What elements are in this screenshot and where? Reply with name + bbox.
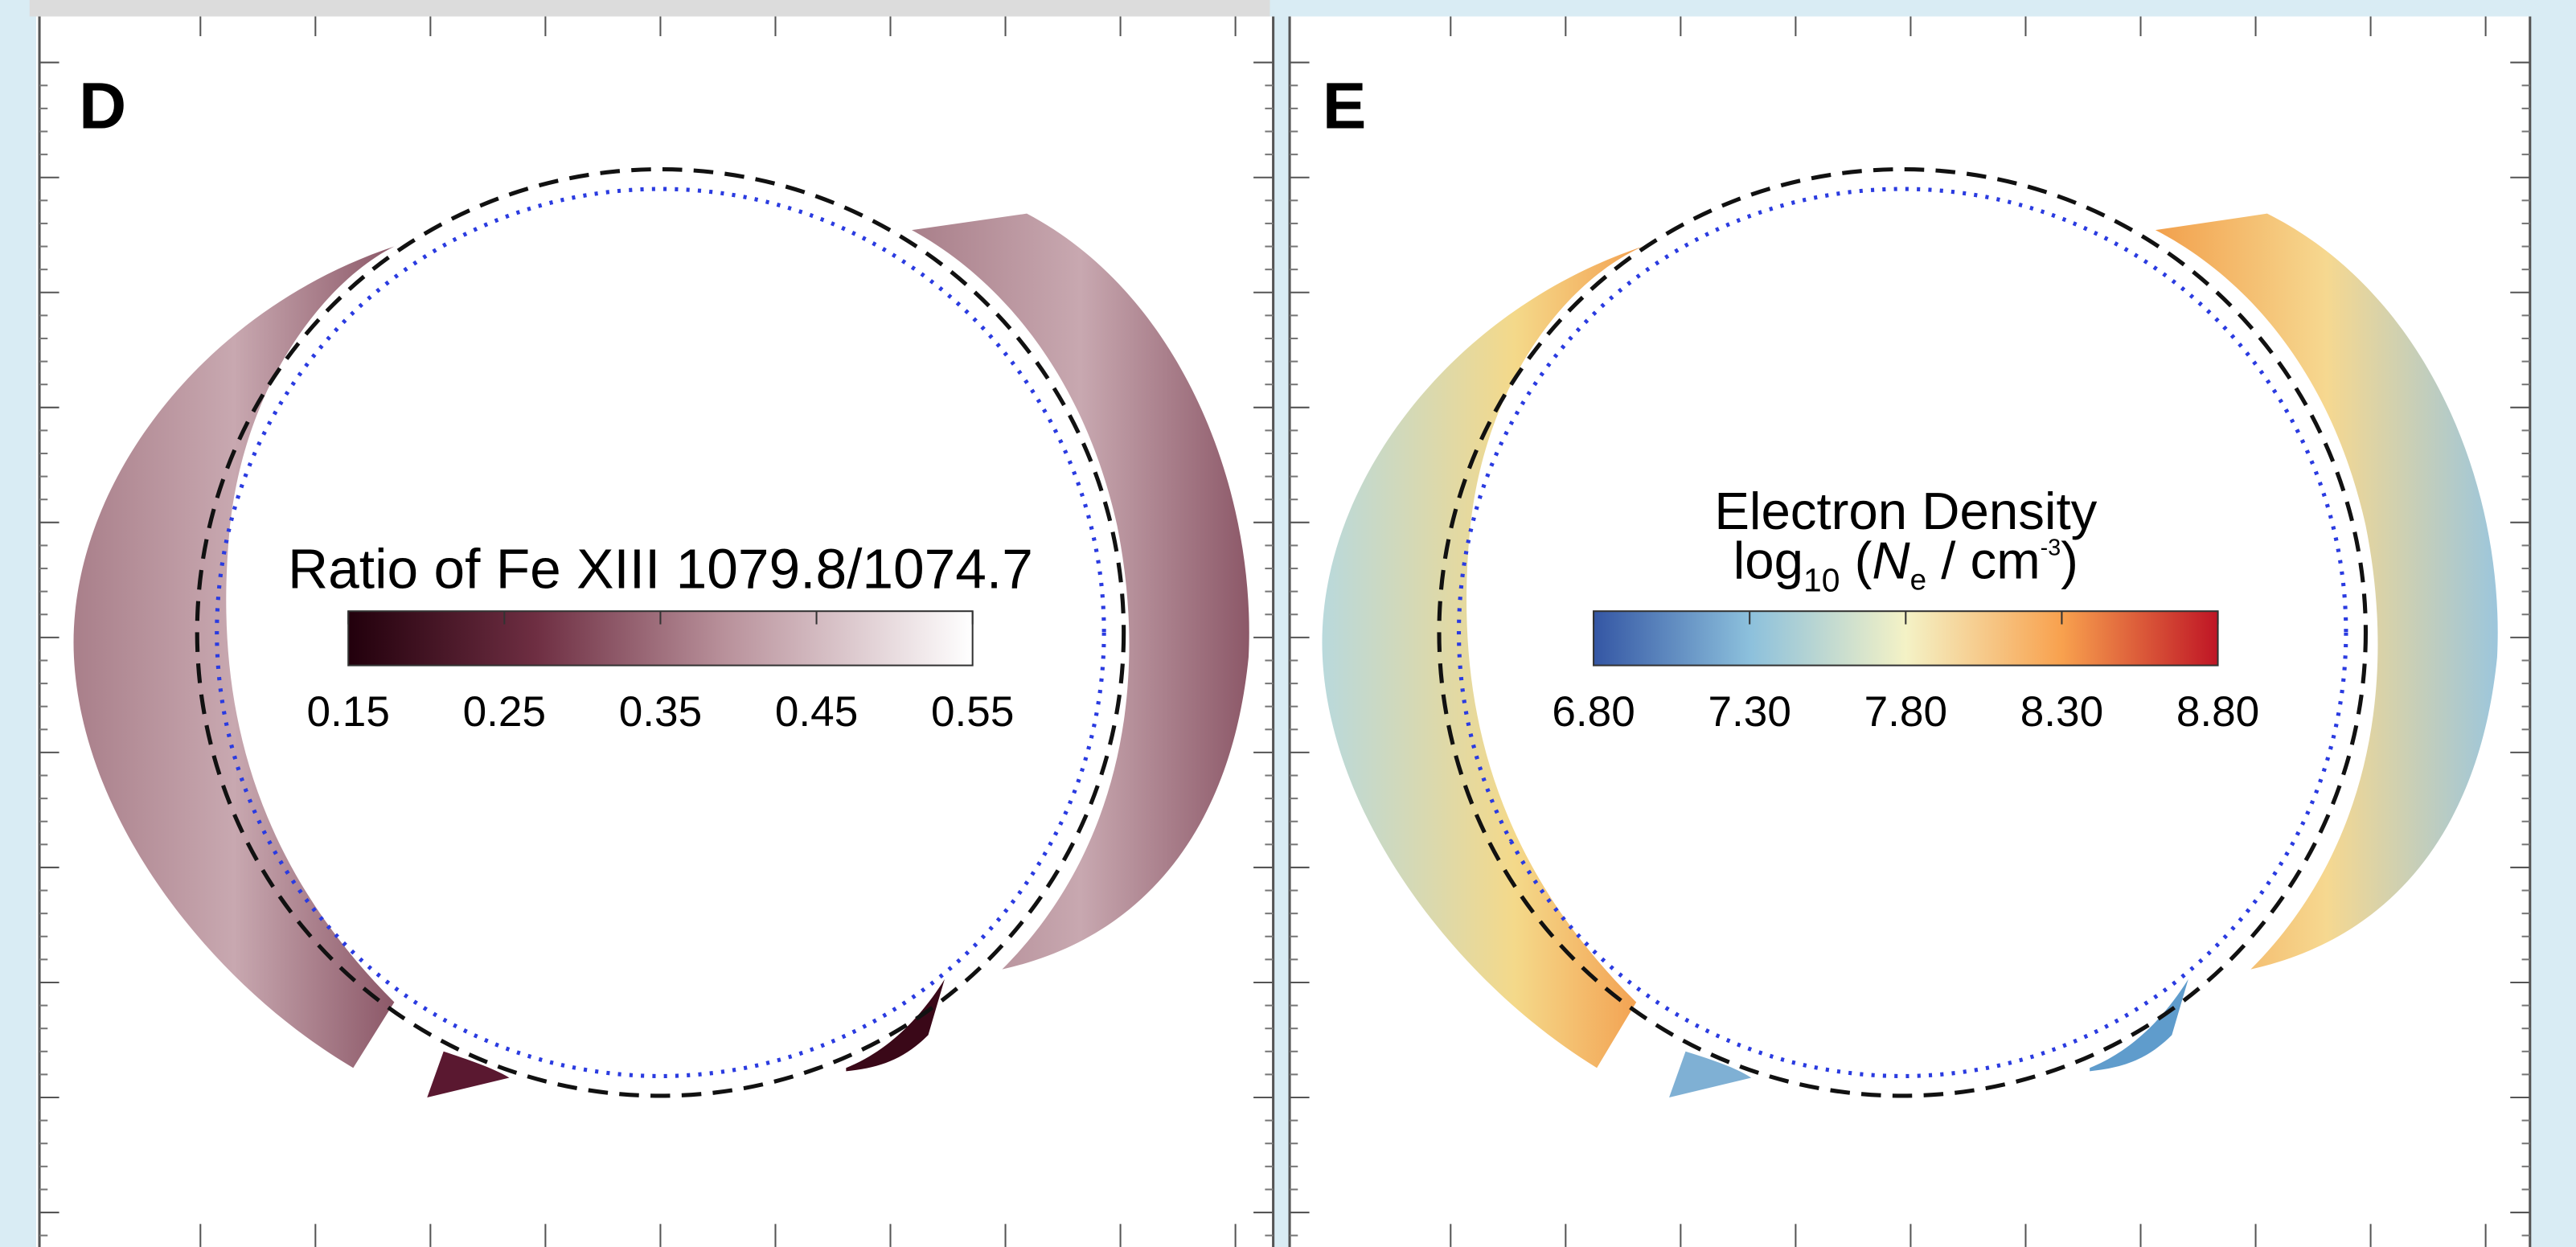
text-part: ) <box>2061 531 2078 589</box>
subscript: e <box>1910 564 1926 597</box>
crescent <box>846 978 945 1072</box>
colorbar-tick-label: 6.80 <box>1552 688 1635 736</box>
colorbar-tick-label: 0.25 <box>463 688 546 736</box>
crescent <box>427 1051 510 1098</box>
occulter-circle <box>1456 187 2348 1079</box>
crescent <box>1322 246 1643 1069</box>
colorbar-tick-label: 7.80 <box>1864 688 1947 736</box>
colorbar-tick-label: 8.80 <box>2176 688 2259 736</box>
colorbar-tick-label: 7.30 <box>1708 688 1790 736</box>
colorbar-tick-label: 0.45 <box>775 688 858 736</box>
crescent <box>2155 213 2498 970</box>
colorbar-tick-label: 0.55 <box>931 688 1014 736</box>
panel-d: D Ratio of Fe XIII 1079.8/1074.7 <box>73 69 1249 1098</box>
colorbar-title: Electron Density <box>1714 482 2097 540</box>
subscript: 10 <box>1803 562 1840 599</box>
colorbar-tick-label: 0.15 <box>307 688 390 736</box>
crescent <box>73 246 395 1069</box>
crescent <box>2090 978 2188 1072</box>
top-strip <box>29 0 1270 17</box>
text-part: / cm <box>1926 531 2041 589</box>
text-part: log <box>1733 531 1803 589</box>
limb-circle <box>1437 166 2369 1098</box>
symbol: N <box>1872 531 1910 589</box>
frames: 0.15 0.25 0.35 0.45 0.55 6.80 7.30 7.80 8.30 8.80 <box>38 16 2532 1247</box>
colorbar-title: Ratio of Fe XIII 1079.8/1074.7 <box>288 538 1033 601</box>
limb-circle <box>195 166 1126 1098</box>
panel-label: E <box>1323 69 1367 142</box>
panel-e: E Electron Density log10 (Ne / cm-3) <box>1322 69 2498 1098</box>
occulter-circle <box>215 187 1106 1079</box>
text-part: ( <box>1840 531 1872 589</box>
crescent <box>1669 1051 1752 1098</box>
colorbar-subtitle: log10 (Ne / cm-3) <box>1733 531 2078 598</box>
colorbar-tick-label: 0.35 <box>619 688 702 736</box>
crescent <box>912 213 1249 970</box>
colorbar-tick-label: 8.30 <box>2020 688 2103 736</box>
panel-label: D <box>79 69 126 142</box>
superscript: -3 <box>2041 535 2061 561</box>
